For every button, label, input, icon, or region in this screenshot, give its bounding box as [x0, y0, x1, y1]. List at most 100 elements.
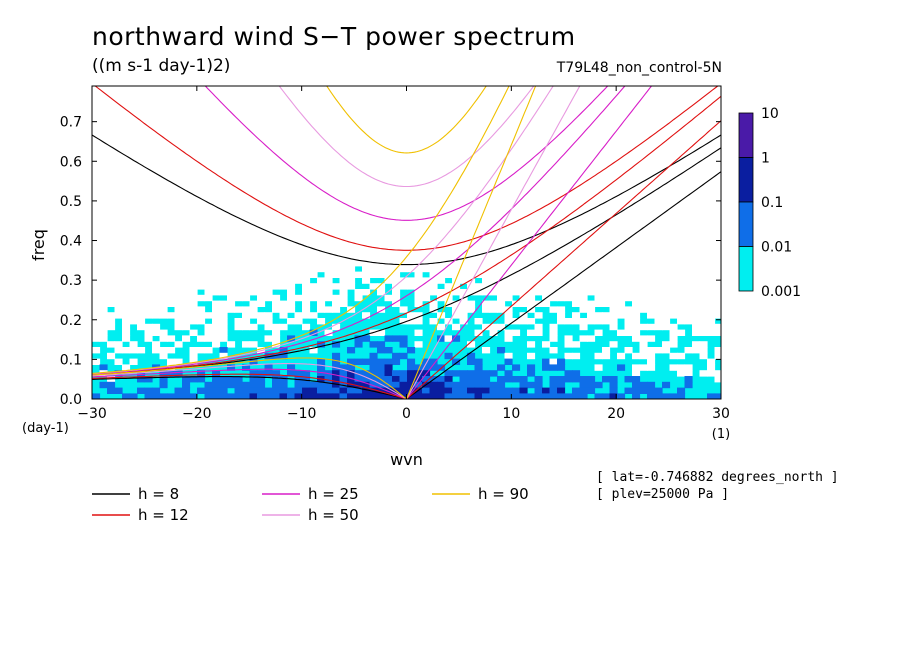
spectrum-cell: [257, 370, 266, 377]
spectrum-cell: [699, 277, 708, 284]
spectrum-cell: [437, 219, 446, 226]
spectrum-cell: [302, 393, 311, 399]
spectrum-cell: [684, 347, 693, 354]
spectrum-cell: [347, 358, 356, 365]
spectrum-cell: [159, 329, 168, 336]
spectrum-cell: [504, 312, 513, 319]
spectrum-cell: [437, 225, 446, 232]
spectrum-cell: [677, 231, 686, 238]
spectrum-cell: [617, 184, 626, 191]
spectrum-cell: [444, 381, 453, 389]
gravity-curve-h50: [278, 86, 535, 188]
spectrum-cell: [114, 289, 123, 296]
spectrum-cell: [377, 190, 386, 197]
spectrum-cell: [684, 225, 693, 232]
spectrum-cell: [384, 260, 393, 267]
spectrum-cell: [234, 196, 243, 203]
spectrum-cell: [339, 120, 348, 128]
spectrum-cell: [137, 231, 146, 238]
spectrum-cell: [429, 97, 438, 104]
spectrum-cell: [287, 149, 296, 157]
spectrum-cell: [272, 376, 281, 383]
spectrum-cell: [257, 120, 266, 128]
spectrum-cell: [152, 213, 161, 220]
spectrum-cell: [564, 236, 573, 244]
spectrum-cell: [242, 91, 251, 99]
spectrum-cell: [527, 248, 536, 255]
spectrum-cell: [489, 161, 498, 168]
spectrum-cell: [129, 294, 138, 302]
spectrum-cell: [444, 132, 453, 139]
spectrum-cell: [242, 115, 251, 122]
spectrum-cell: [189, 277, 198, 284]
spectrum-cell: [347, 178, 356, 186]
spectrum-cell: [489, 144, 498, 151]
spectrum-cell: [362, 260, 371, 267]
spectrum-cell: [632, 323, 641, 331]
spectrum-cell: [99, 132, 108, 139]
spectrum-cell: [699, 103, 708, 110]
spectrum-cell: [324, 213, 333, 220]
spectrum-cell: [639, 207, 648, 215]
spectrum-cell: [347, 381, 356, 389]
spectrum-cell: [174, 126, 183, 133]
spectrum-cell: [489, 120, 498, 128]
spectrum-cell: [654, 277, 663, 284]
spectrum-cell: [504, 277, 513, 284]
spectrum-cell: [264, 277, 273, 284]
spectrum-cell: [587, 144, 596, 151]
spectrum-cell: [99, 381, 108, 389]
spectrum-cell: [227, 173, 236, 180]
spectrum-cell: [557, 242, 566, 249]
spectrum-cell: [309, 225, 318, 232]
spectrum-cell: [114, 91, 123, 99]
spectrum-cell: [399, 265, 408, 273]
spectrum-cell: [227, 161, 236, 168]
spectrum-cell: [272, 236, 281, 244]
spectrum-cell: [122, 271, 131, 278]
spectrum-cell: [557, 213, 566, 220]
spectrum-cell: [662, 260, 671, 267]
spectrum-cell: [182, 300, 191, 307]
spectrum-cell: [332, 103, 341, 110]
spectrum-cell: [407, 97, 416, 104]
y-tick-label: 0.0: [60, 392, 82, 408]
spectrum-cell: [587, 335, 596, 342]
spectrum-cell: [662, 173, 671, 180]
spectrum-cell: [527, 219, 536, 226]
spectrum-cell: [497, 202, 506, 209]
x-axis-label: wvn: [390, 450, 423, 469]
spectrum-cell: [174, 271, 183, 278]
rossby-curve-h8: [92, 376, 407, 399]
spectrum-cell: [557, 219, 566, 226]
spectrum-cell: [347, 347, 356, 354]
spectrum-cell: [107, 341, 116, 348]
spectrum-cell: [182, 109, 191, 116]
spectrum-cell: [429, 358, 438, 365]
spectrum-cell: [669, 167, 678, 174]
spectrum-cell: [459, 265, 468, 273]
spectrum-cell: [392, 97, 401, 104]
spectrum-cell: [362, 184, 371, 191]
spectrum-cell: [107, 167, 116, 174]
spectrum-cell: [407, 190, 416, 197]
spectrum-cell: [632, 236, 641, 244]
spectrum-cell: [459, 97, 468, 104]
spectrum-cell: [422, 184, 431, 191]
spectrum-cell: [684, 144, 693, 151]
spectrum-cell: [624, 144, 633, 151]
spectrum-cell: [219, 248, 228, 255]
spectrum-cell: [182, 161, 191, 168]
spectrum-cell: [602, 260, 611, 267]
spectrum-cell: [632, 231, 641, 238]
spectrum-cell: [549, 144, 558, 151]
spectrum-cell: [459, 219, 468, 226]
spectrum-cell: [152, 387, 161, 394]
spectrum-cell: [144, 387, 153, 394]
spectrum-cell: [182, 236, 191, 244]
spectrum-cell: [234, 120, 243, 128]
spectrum-cell: [377, 115, 386, 122]
spectrum-cell: [339, 300, 348, 307]
spectrum-cell: [707, 196, 716, 203]
